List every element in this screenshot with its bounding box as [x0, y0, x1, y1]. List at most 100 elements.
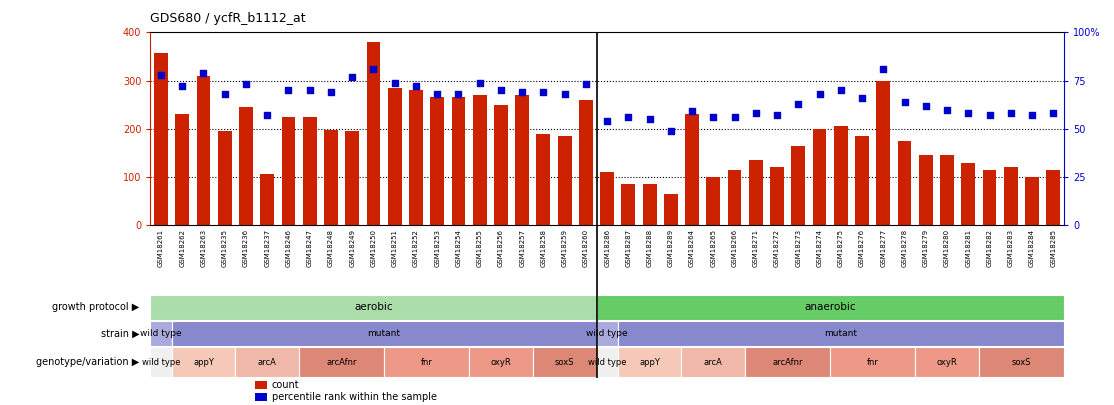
Bar	[324, 130, 338, 225]
Text: arcAfnr: arcAfnr	[772, 358, 803, 367]
Text: GSM18273: GSM18273	[795, 229, 801, 267]
Text: GSM18237: GSM18237	[264, 229, 271, 267]
Bar	[791, 146, 805, 225]
Text: soxS: soxS	[1012, 358, 1032, 367]
Bar	[388, 88, 402, 225]
Text: GSM18257: GSM18257	[519, 229, 525, 267]
Bar	[856, 136, 869, 225]
FancyBboxPatch shape	[299, 347, 384, 377]
Text: oxyR: oxyR	[490, 358, 511, 367]
Bar	[1046, 170, 1061, 225]
Text: GSM18252: GSM18252	[413, 229, 419, 266]
Text: GSM18236: GSM18236	[243, 229, 250, 267]
Text: percentile rank within the sample: percentile rank within the sample	[272, 392, 437, 402]
Text: GSM18263: GSM18263	[201, 229, 206, 267]
Bar	[685, 114, 698, 225]
Point	[1044, 110, 1062, 117]
Text: GSM18266: GSM18266	[732, 229, 737, 267]
Text: GSM18251: GSM18251	[392, 229, 398, 267]
Point	[407, 83, 424, 90]
FancyBboxPatch shape	[618, 347, 682, 377]
Bar	[345, 131, 359, 225]
Point	[471, 79, 489, 86]
Text: GSM18275: GSM18275	[838, 229, 843, 267]
Point	[811, 91, 829, 97]
Point	[896, 98, 913, 105]
FancyBboxPatch shape	[618, 321, 1064, 346]
Text: wild type: wild type	[588, 358, 626, 367]
Text: mutant: mutant	[368, 329, 401, 338]
Bar	[706, 177, 721, 225]
Point	[514, 89, 531, 96]
Bar	[537, 134, 550, 225]
Point	[237, 81, 255, 88]
Bar	[727, 170, 742, 225]
Text: GSM18279: GSM18279	[922, 229, 929, 267]
Text: mutant: mutant	[824, 329, 858, 338]
Bar	[600, 172, 614, 225]
Point	[874, 66, 892, 72]
FancyBboxPatch shape	[235, 347, 299, 377]
Point	[746, 110, 764, 117]
Text: oxyR: oxyR	[937, 358, 957, 367]
Bar	[643, 184, 656, 225]
Text: GSM18283: GSM18283	[1008, 229, 1014, 267]
Bar	[430, 98, 444, 225]
Text: wild type: wild type	[586, 329, 628, 338]
Point	[577, 81, 595, 88]
Bar	[196, 76, 211, 225]
Bar	[813, 129, 827, 225]
Bar	[983, 170, 996, 225]
Bar	[1025, 177, 1039, 225]
Text: GSM18276: GSM18276	[859, 229, 866, 267]
Point	[216, 91, 234, 97]
Bar	[367, 42, 380, 225]
Point	[598, 118, 616, 124]
Text: GSM18235: GSM18235	[222, 229, 227, 267]
Point	[662, 128, 680, 134]
Point	[1001, 110, 1019, 117]
Text: GSM18277: GSM18277	[880, 229, 887, 267]
Bar	[472, 95, 487, 225]
FancyBboxPatch shape	[596, 321, 618, 346]
Bar	[255, 393, 267, 401]
Text: GSM18254: GSM18254	[456, 229, 461, 266]
Text: GSM18271: GSM18271	[753, 229, 759, 267]
Bar	[961, 162, 975, 225]
Text: GSM18278: GSM18278	[901, 229, 908, 267]
Text: GSM18280: GSM18280	[944, 229, 950, 267]
Text: arcA: arcA	[704, 358, 723, 367]
FancyBboxPatch shape	[172, 347, 235, 377]
Point	[153, 72, 170, 78]
Point	[917, 102, 935, 109]
Bar	[255, 381, 267, 388]
Text: genotype/variation ▶: genotype/variation ▶	[36, 357, 139, 367]
Point	[790, 100, 808, 107]
Point	[853, 95, 871, 101]
FancyBboxPatch shape	[596, 347, 618, 377]
Text: appY: appY	[639, 358, 661, 367]
Text: fnr: fnr	[867, 358, 879, 367]
Bar	[579, 100, 593, 225]
Bar	[261, 174, 274, 225]
FancyBboxPatch shape	[150, 347, 172, 377]
FancyBboxPatch shape	[384, 347, 469, 377]
Point	[938, 106, 956, 113]
FancyBboxPatch shape	[596, 295, 1064, 320]
Point	[450, 91, 468, 97]
Bar	[877, 81, 890, 225]
Point	[492, 87, 510, 94]
Text: GSM18265: GSM18265	[711, 229, 716, 267]
Point	[195, 70, 213, 76]
Text: appY: appY	[193, 358, 214, 367]
Text: GSM18289: GSM18289	[668, 229, 674, 267]
Text: strain ▶: strain ▶	[100, 328, 139, 339]
Text: GSM18249: GSM18249	[349, 229, 355, 267]
Bar	[303, 117, 316, 225]
Point	[619, 114, 637, 121]
Bar	[1004, 167, 1018, 225]
Bar	[558, 136, 571, 225]
Text: GSM18281: GSM18281	[965, 229, 971, 267]
Text: GSM18274: GSM18274	[817, 229, 822, 267]
FancyBboxPatch shape	[150, 295, 596, 320]
